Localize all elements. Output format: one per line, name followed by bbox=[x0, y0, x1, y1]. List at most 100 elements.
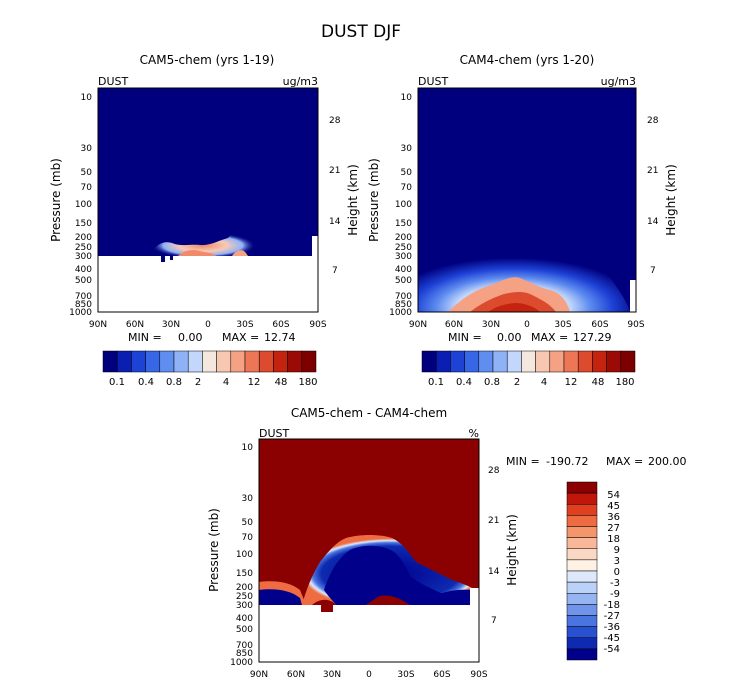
panel-cam5-field bbox=[98, 88, 318, 312]
panel-cam5-xtick: 30S bbox=[236, 320, 253, 330]
panel-diff-right-band bbox=[416, 589, 479, 605]
panel-diff-yaxis-right: 28 21 14 7 bbox=[488, 466, 500, 626]
colorbar-swatch bbox=[566, 515, 598, 527]
panel-cam4-height-tick: 14 bbox=[647, 217, 659, 227]
panel-cam5-colorbar-label: 48 bbox=[275, 377, 288, 388]
panel-diff-xtick: 60S bbox=[433, 670, 450, 680]
panel-diff-colorbar-label: 18 bbox=[607, 534, 620, 545]
panel-cam5-dust-plume bbox=[150, 229, 256, 256]
panel-cam5-notch bbox=[312, 236, 318, 256]
panel-diff-positive-spot bbox=[321, 605, 333, 612]
panel-diff-height-tick: 28 bbox=[488, 466, 500, 476]
panel-diff-colorbar-label: 0 bbox=[614, 567, 620, 578]
panel-cam4-title: CAM4-chem (yrs 1-20) bbox=[460, 53, 595, 67]
panel-cam5-ylabel: Pressure (mb) bbox=[49, 158, 63, 242]
panel-cam5: CAM5-chem (yrs 1-19) DUST ug/m3 10 30 50… bbox=[49, 53, 360, 388]
panel-cam4-yaxis-right: 28 21 14 7 bbox=[647, 116, 659, 276]
colorbar-swatch bbox=[566, 548, 598, 561]
panel-cam5-xtick: 60S bbox=[272, 320, 289, 330]
panel-cam4-height-tick: 28 bbox=[647, 116, 659, 126]
colorbar-swatch bbox=[566, 570, 598, 583]
panel-cam5-xtick: 0 bbox=[205, 320, 211, 330]
panel-cam4-ytick: 50 bbox=[401, 168, 413, 178]
panel-cam4-units: ug/m3 bbox=[601, 75, 636, 88]
panel-cam5-ytick: 70 bbox=[81, 183, 93, 193]
colorbar-swatch bbox=[592, 350, 607, 373]
panel-cam4-xtick: 30N bbox=[482, 320, 500, 330]
panel-diff-frame bbox=[258, 438, 480, 663]
panel-cam5-min-value: 0.00 bbox=[178, 331, 203, 344]
panel-cam5-ytick: 50 bbox=[81, 168, 93, 178]
panel-cam4-max-value: 127.29 bbox=[573, 331, 612, 344]
colorbar-swatch bbox=[273, 350, 288, 373]
panel-cam5-below-ground bbox=[98, 256, 318, 312]
colorbar-swatch bbox=[606, 350, 622, 373]
colorbar-swatch bbox=[566, 504, 598, 516]
panel-cam4-xtick: 60N bbox=[445, 320, 463, 330]
panel-diff-colorbar-label: -36 bbox=[604, 622, 620, 633]
colorbar-swatch bbox=[258, 350, 274, 373]
panel-cam4-xtick: 90N bbox=[409, 320, 427, 330]
panel-cam4-ylabel-right: Height (km) bbox=[664, 164, 678, 235]
panel-cam4-colorbar-label: 180 bbox=[615, 377, 634, 388]
panel-diff-variable: DUST bbox=[259, 427, 290, 440]
panel-diff-xtick: 0 bbox=[366, 670, 372, 680]
panel-diff-ytick: 70 bbox=[242, 533, 254, 543]
panel-diff-colorbar-label: 27 bbox=[607, 523, 620, 534]
colorbar-swatch bbox=[145, 350, 161, 373]
colorbar-swatch bbox=[566, 537, 598, 549]
panel-cam4-max-label: MAX = bbox=[531, 331, 568, 344]
panel-diff-colorbar-label: -54 bbox=[604, 644, 620, 655]
panel-cam4-ytick: 700 bbox=[395, 292, 412, 302]
panel-cam4-min-value: 0.00 bbox=[497, 331, 522, 344]
panel-cam5-xaxis: 90N 60N 30N 0 30S 60S 90S bbox=[89, 320, 327, 330]
panel-cam5-colorbar bbox=[102, 350, 317, 373]
colorbar-swatch bbox=[216, 350, 232, 373]
panel-cam5-colorbar-label: 0.8 bbox=[166, 377, 182, 388]
panel-diff-ytick: 200 bbox=[236, 583, 253, 593]
panel-cam4-dust-plume bbox=[418, 228, 630, 312]
colorbar-swatch bbox=[566, 581, 598, 594]
panel-cam5-colorbar-label: 0.1 bbox=[109, 377, 125, 388]
panel-cam5-dust-core bbox=[178, 250, 216, 256]
panel-cam5-ytick: 100 bbox=[75, 200, 92, 210]
colorbar-swatch bbox=[566, 481, 598, 494]
panel-cam5-ylabel-right: Height (km) bbox=[346, 164, 360, 235]
panel-diff-colorbar-label: -27 bbox=[604, 611, 620, 622]
panel-cam5-ytick: 400 bbox=[75, 265, 92, 275]
colorbar-swatch bbox=[102, 350, 118, 373]
panel-cam5-colorbar-label: 2 bbox=[195, 377, 201, 388]
panel-cam4-ytick: 850 bbox=[395, 300, 412, 310]
panel-diff-ytick: 250 bbox=[236, 592, 253, 602]
panel-diff-height-tick: 14 bbox=[488, 567, 500, 577]
colorbar-swatch bbox=[492, 350, 508, 373]
colorbar-swatch bbox=[173, 350, 189, 373]
panel-diff-notch bbox=[470, 588, 479, 605]
panel-diff-field bbox=[259, 439, 479, 662]
panel-diff-height-tick: 7 bbox=[491, 616, 497, 626]
panel-cam4-xtick: 90S bbox=[627, 320, 644, 330]
colorbar-swatch bbox=[535, 350, 551, 373]
panel-diff-ytick: 50 bbox=[242, 518, 254, 528]
panel-cam4-colorbar-label: 0.1 bbox=[428, 377, 444, 388]
colorbar-swatch bbox=[563, 350, 579, 373]
colorbar-swatch bbox=[116, 350, 132, 373]
panel-diff-xtick: 60N bbox=[287, 670, 305, 680]
panel-diff-min-value: -190.72 bbox=[546, 455, 588, 468]
panel-diff-min-label: MIN = bbox=[506, 455, 540, 468]
panel-cam4: CAM4-chem (yrs 1-20) DUST ug/m3 10 30 50… bbox=[367, 53, 678, 388]
colorbar-swatch bbox=[131, 350, 146, 373]
panel-diff: CAM5-chem - CAM4-chem DUST % 10 30 50 70… bbox=[207, 406, 687, 680]
panel-cam4-ylabel: Pressure (mb) bbox=[367, 158, 381, 242]
panel-cam5-ytick: 300 bbox=[75, 252, 92, 262]
colorbar-swatch bbox=[620, 350, 636, 373]
panel-diff-colorbar-label: 9 bbox=[614, 545, 620, 556]
panel-cam5-ytick: 10 bbox=[81, 93, 93, 103]
panel-cam5-xtick: 60N bbox=[126, 320, 144, 330]
panel-diff-colorbar-label: -18 bbox=[604, 600, 620, 611]
panel-diff-ytick: 30 bbox=[242, 494, 254, 504]
panel-cam4-ytick: 300 bbox=[395, 252, 412, 262]
panel-cam4-xtick: 30S bbox=[554, 320, 571, 330]
panel-cam4-ytick: 100 bbox=[395, 200, 412, 210]
panel-cam4-height-tick: 21 bbox=[647, 166, 658, 176]
